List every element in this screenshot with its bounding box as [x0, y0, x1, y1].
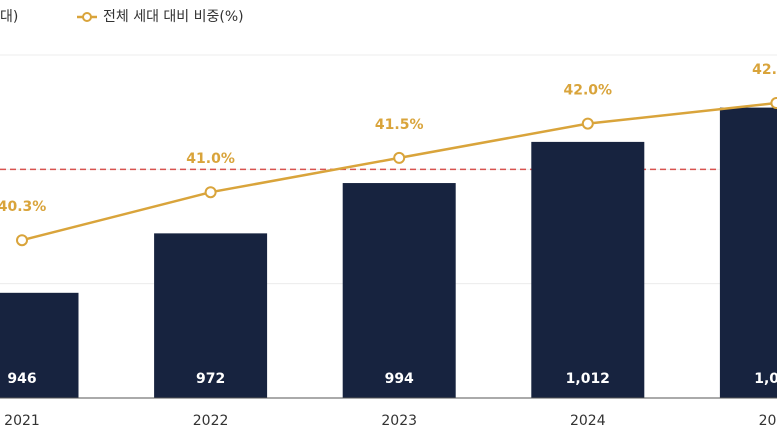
legend-label: 전체 세대 대비 비중(%) [103, 9, 244, 25]
x-tick-label: 2024 [570, 413, 606, 429]
line-point [204, 186, 217, 199]
line-point [770, 97, 777, 110]
line-point [581, 117, 594, 130]
line-value-label: 41.0% [186, 151, 235, 167]
line-value-label: 41.5% [375, 117, 424, 133]
legend-marker [82, 12, 92, 22]
bar-value-label: 1,012 [566, 371, 610, 387]
bar-value-label: 946 [7, 371, 36, 387]
bar-value-label: 994 [385, 371, 414, 387]
bar [719, 107, 777, 399]
line-value-label: 40.3% [0, 199, 46, 215]
x-tick-label: 2021 [4, 413, 40, 429]
bar-value-label: 1,027 [754, 371, 777, 387]
line-value-label: 42.0% [564, 83, 613, 99]
x-tick-label: 2023 [381, 413, 417, 429]
bar [531, 141, 645, 399]
line-point [16, 234, 28, 247]
x-tick-label: 2022 [193, 413, 229, 429]
line-value-label: 42.3% [752, 62, 777, 78]
bar [0, 292, 79, 398]
line-point [393, 151, 406, 164]
legend-label: 대) [0, 9, 18, 25]
bar [342, 183, 456, 398]
bar [154, 233, 268, 398]
x-tick-label: 2025 [759, 413, 777, 429]
bar-value-label: 972 [196, 371, 225, 387]
